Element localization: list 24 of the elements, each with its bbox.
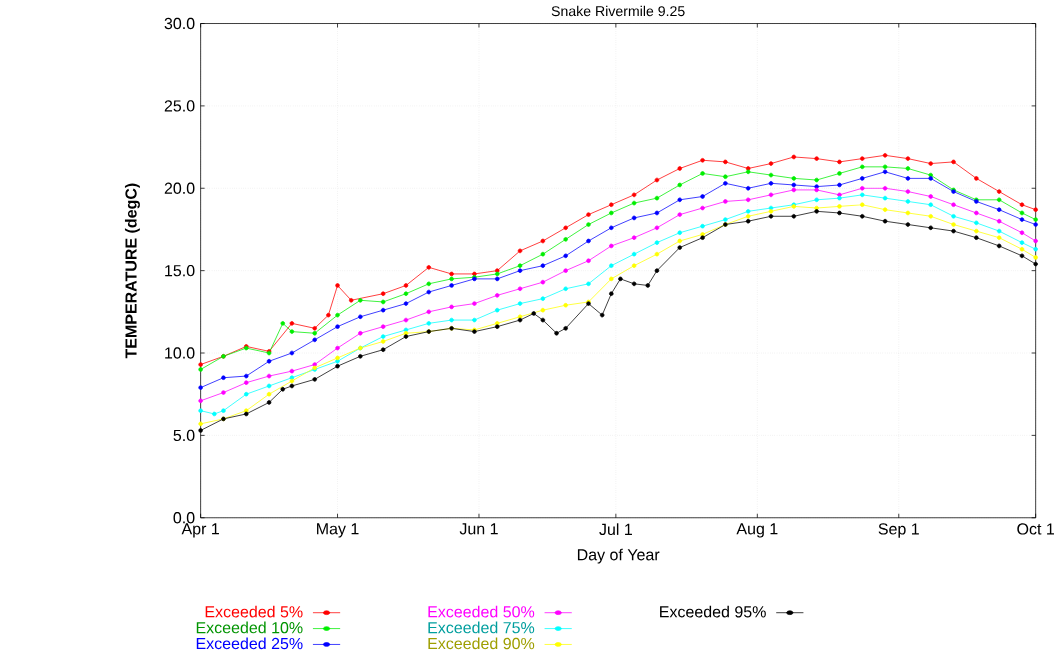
y-tick-label: 15.0 [165, 264, 195, 277]
legend-label: Exceeded 25% [196, 637, 303, 650]
y-tick-label: 25.0 [164, 100, 195, 112]
legend-label: Exceeded 50% [428, 605, 535, 618]
y-tick-label: 20.0 [164, 182, 195, 194]
y-axis-title: TEMPERATURE (degC) [124, 183, 140, 359]
legend-label: Exceeded 5% [205, 605, 303, 618]
x-axis-title: Day of Year [577, 548, 660, 564]
x-tick-label: May 1 [317, 523, 359, 538]
y-tick-label: 30.0 [164, 17, 195, 30]
legend-label: Exceeded 75% [428, 621, 535, 634]
chart-title: Snake Rivermile 9.25 [551, 5, 685, 17]
x-tick-label: Aug 1 [736, 523, 778, 538]
x-tick-label: Sep 1 [878, 523, 919, 538]
legend-label: Exceeded 90% [428, 637, 535, 650]
x-tick-label: Oct 1 [1017, 523, 1054, 535]
x-tick-label: Jun 1 [459, 523, 498, 535]
x-tick-label: Jul 1 [599, 523, 632, 535]
x-tick-label: Apr 1 [181, 523, 219, 538]
legend-label: Exceeded 95% [660, 605, 766, 618]
y-tick-label: 0.0 [173, 511, 195, 524]
y-tick-label: 5.0 [173, 429, 195, 441]
legend-label: Exceeded 10% [196, 621, 303, 634]
y-tick-label: 10.0 [165, 347, 195, 359]
